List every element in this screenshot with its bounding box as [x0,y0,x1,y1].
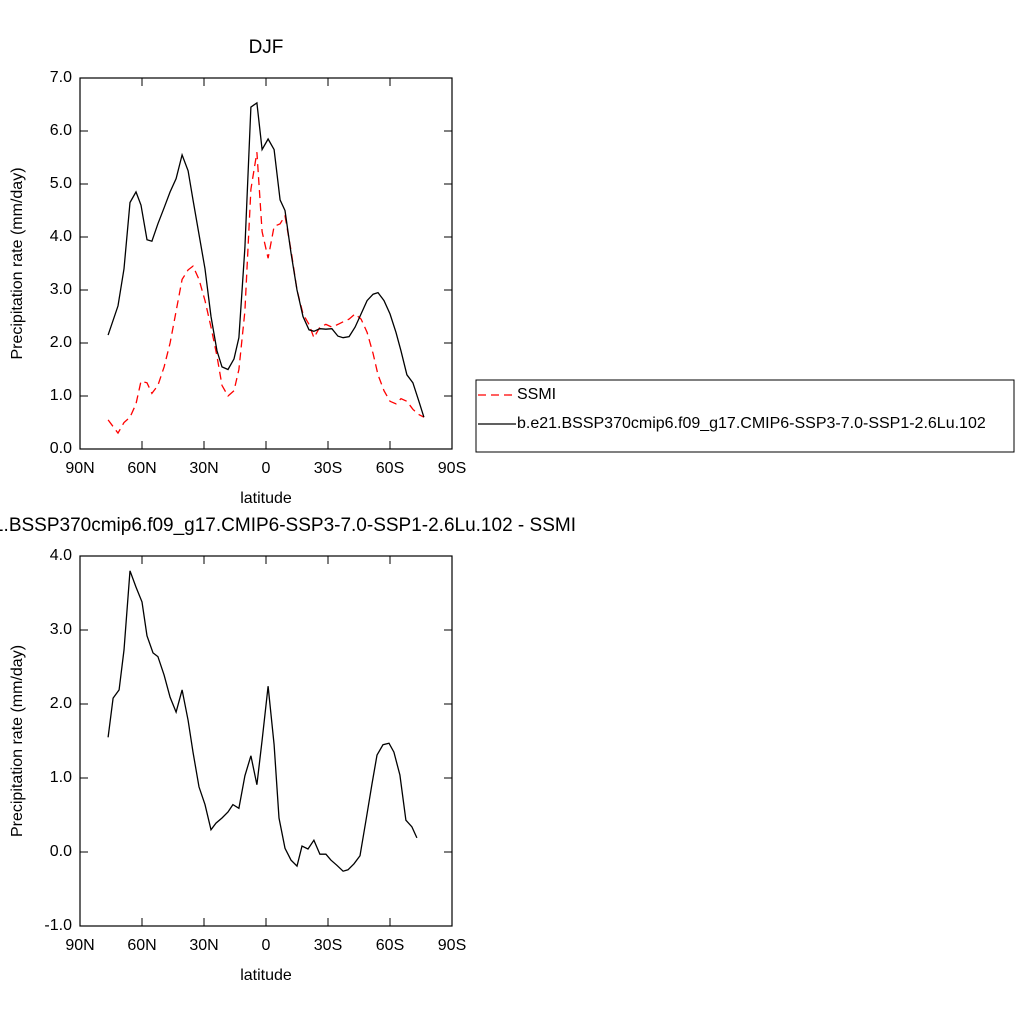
x-tick-label: 30S [314,460,342,477]
y-tick-label: 2.0 [50,695,72,712]
y-tick-label: 1.0 [50,769,72,786]
x-tick-label: 30S [314,937,342,954]
legend-label: b.e21.BSSP370cmip6.f09_g17.CMIP6-SSP3-7.… [517,415,986,432]
legend-box [475,379,1015,453]
y-tick-label: 4.0 [50,228,72,245]
data-line [107,570,418,872]
plot-frame [79,77,453,450]
y-tick-label: 2.0 [50,334,72,351]
data-line [107,152,425,435]
y-tick-label: 3.0 [50,621,72,638]
y-tick-label: 7.0 [50,69,72,86]
x-tick-label: 30N [189,460,218,477]
x-tick-label: 90S [438,937,466,954]
y-tick-label: 4.0 [50,547,72,564]
y-axis-label: Precipitation rate (mm/day) [9,167,26,359]
x-tick-label: 60N [127,460,156,477]
chart-title: DJF [249,37,284,58]
y-tick-label: 3.0 [50,281,72,298]
plot-frame [79,555,453,927]
x-tick-label: 90N [65,937,94,954]
y-tick-label: 6.0 [50,122,72,139]
x-tick-label: 60N [127,937,156,954]
y-axis-label: Precipitation rate (mm/day) [9,645,26,837]
y-tick-label: 5.0 [50,175,72,192]
x-axis-label: latitude [240,967,292,984]
x-tick-label: 60S [376,937,404,954]
y-tick-label: -1.0 [44,917,72,934]
x-tick-label: 30N [189,937,218,954]
y-tick-label: 0.0 [50,440,72,457]
legend-label: SSMI [517,386,556,403]
y-tick-label: 0.0 [50,843,72,860]
x-tick-label: 0 [262,460,271,477]
x-axis-label: latitude [240,490,292,507]
x-tick-label: 90N [65,460,94,477]
data-line [107,101,425,418]
x-tick-label: 60S [376,460,404,477]
x-tick-label: 0 [262,937,271,954]
chart-title: b.e21.BSSP370cmip6.f09_g17.CMIP6-SSP3-7.… [0,515,576,536]
x-tick-label: 90S [438,460,466,477]
y-tick-label: 1.0 [50,387,72,404]
